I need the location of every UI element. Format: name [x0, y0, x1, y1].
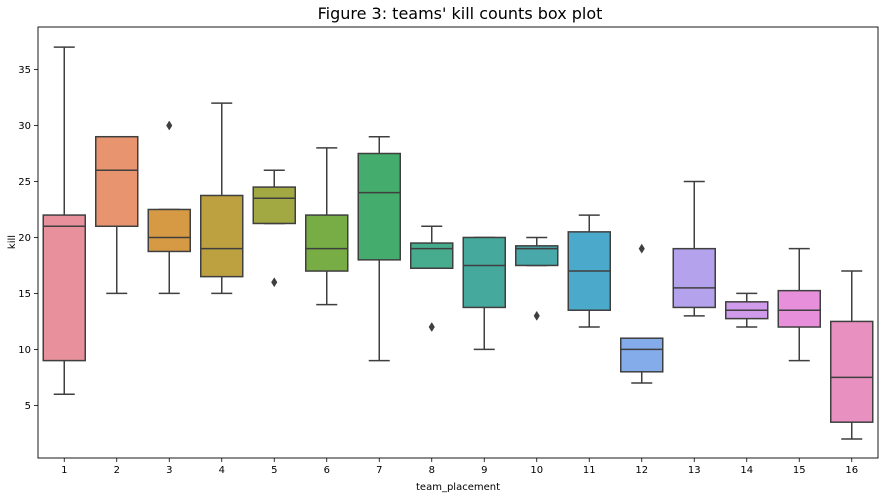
outlier-point [428, 322, 435, 332]
outlier-point [271, 277, 278, 288]
box-5 [252, 186, 296, 225]
box-9 [462, 236, 506, 309]
x-tick-label: 15 [793, 465, 806, 476]
y-tick-label: 15 [18, 289, 31, 300]
x-axis-label: team_placement [416, 482, 500, 493]
box-15 [777, 289, 821, 328]
outlier-point [166, 120, 173, 131]
x-tick-label: 4 [219, 465, 225, 476]
box-8 [410, 242, 454, 269]
x-tick-label: 13 [688, 465, 701, 476]
y-tick-label: 25 [18, 177, 31, 188]
x-tick-label: 9 [481, 465, 487, 476]
plot-frame [37, 26, 879, 459]
box-13 [672, 247, 716, 309]
box-7 [357, 152, 401, 261]
y-tick-label: 30 [18, 121, 31, 132]
x-tick-label: 16 [845, 465, 858, 476]
box-4 [200, 194, 244, 278]
box-10 [515, 245, 559, 267]
outlier-point [638, 243, 645, 254]
y-axis-label: kill [7, 235, 18, 249]
y-tick-label: 35 [18, 65, 31, 76]
box-2 [95, 135, 139, 228]
x-tick-label: 6 [324, 465, 330, 476]
x-tick-label: 5 [271, 465, 277, 476]
box-16 [830, 320, 874, 423]
box-1 [42, 214, 86, 362]
y-tick-label: 5 [25, 401, 31, 412]
x-tick-label: 1 [61, 465, 67, 476]
y-tick-label: 20 [18, 233, 31, 244]
x-tick-label: 10 [530, 465, 543, 476]
x-tick-label: 12 [635, 465, 648, 476]
outlier-point [533, 310, 540, 321]
x-tick-label: 11 [583, 465, 596, 476]
y-tick-label: 10 [18, 345, 31, 356]
x-tick-label: 8 [429, 465, 435, 476]
x-tick-label: 3 [166, 465, 172, 476]
chart-title: Figure 3: teams' kill counts box plot [318, 4, 603, 23]
x-tick-label: 14 [740, 465, 753, 476]
x-tick-label: 2 [114, 465, 120, 476]
box-6 [305, 214, 349, 272]
box-3 [147, 208, 191, 253]
box-12 [620, 337, 664, 373]
x-tick-label: 7 [376, 465, 382, 476]
